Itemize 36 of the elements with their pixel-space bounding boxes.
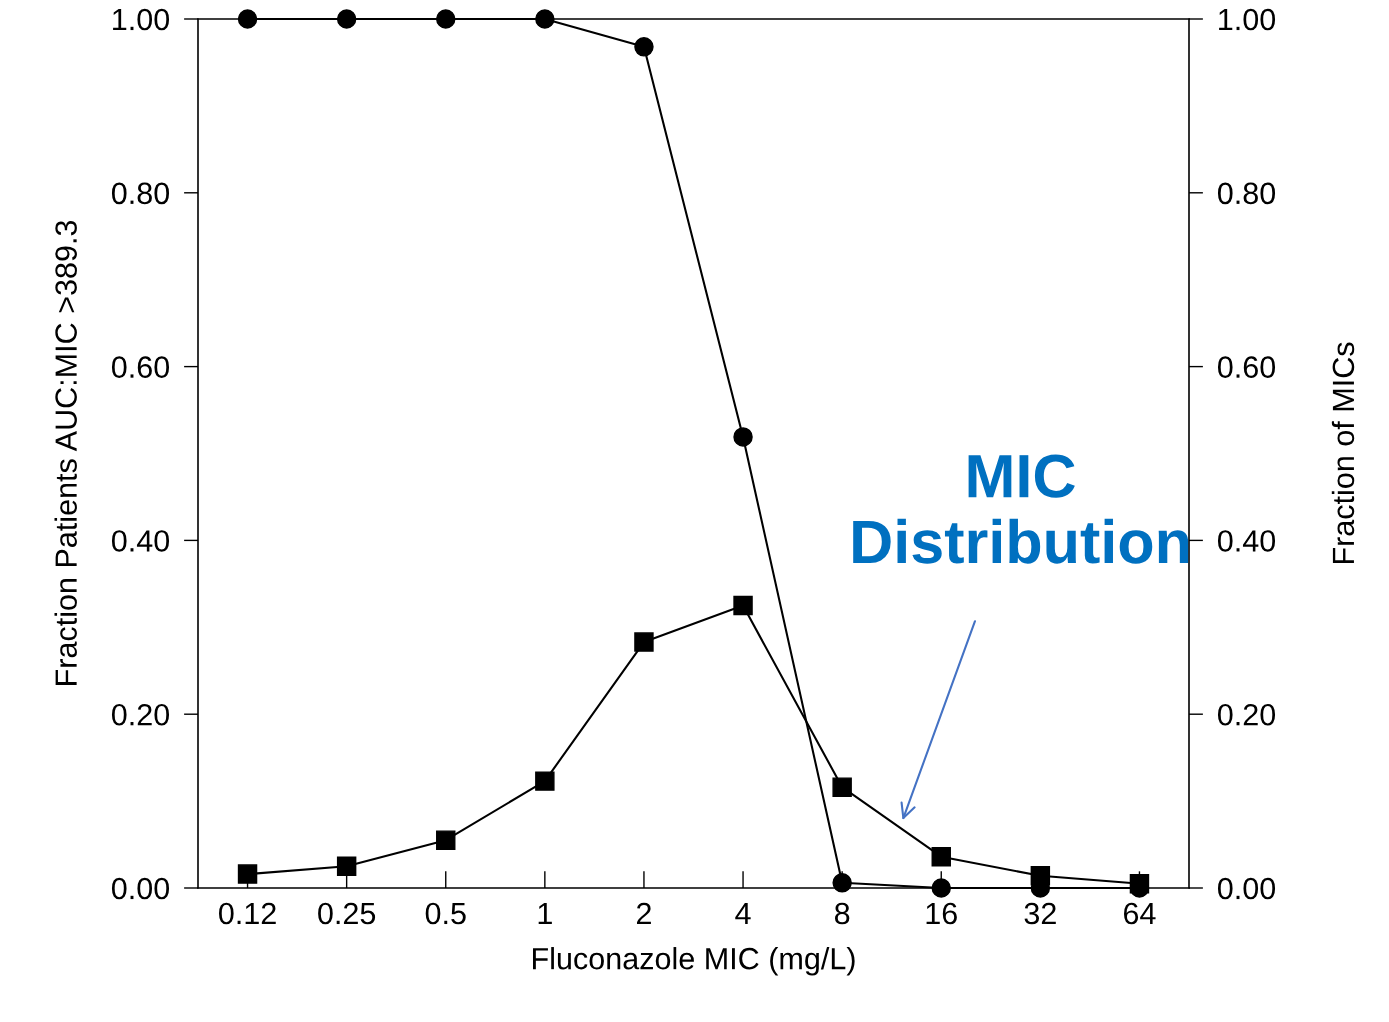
y-tick-label: 0.40 [111, 530, 170, 552]
y-tick-label: 0.00 [111, 877, 170, 900]
x-tick-label: 0.12 [219, 902, 276, 925]
point [634, 632, 654, 652]
y-tick-label: 0.20 [111, 703, 170, 726]
y2-tick-label: 0.00 [1217, 877, 1276, 900]
x-tick-label: 4 [735, 903, 751, 925]
point [237, 864, 258, 884]
y-tick-label: 0.60 [111, 356, 170, 378]
y-tick-label: 1.00 [113, 8, 170, 31]
y2-tick-label: 0.80 [1217, 182, 1276, 205]
point [931, 846, 951, 867]
point [733, 595, 753, 616]
point [336, 856, 357, 876]
x-axis-title: Fluconazole MIC (mg/L) [533, 947, 855, 976]
y2-tick-label: 0.60 [1217, 356, 1276, 378]
y2-axis-title: Fraction of MICs [1331, 342, 1355, 564]
x-tick-label: 0.5 [425, 902, 466, 925]
y-axis-title: Fraction Patients AUC:MIC >389.3 [54, 220, 77, 685]
x-tick-label: 0.25 [318, 902, 376, 925]
point [436, 830, 456, 850]
point [832, 777, 852, 797]
point [634, 37, 654, 57]
y2-tick-label: 0.40 [1217, 530, 1276, 552]
y2-tick-label: 1.00 [1219, 8, 1276, 31]
x-tick-label: 8 [834, 902, 850, 925]
x-tick-label: 1 [538, 903, 552, 925]
x-tick-label: 32 [1024, 902, 1056, 925]
x-tick-label: 64 [1124, 902, 1156, 925]
y2-tick-label: 0.20 [1217, 703, 1276, 726]
point [535, 771, 555, 791]
point [1030, 866, 1051, 886]
y-tick-label: 0.80 [111, 182, 170, 205]
x-tick-label: 16 [926, 902, 957, 925]
x-tick-label: 2 [636, 902, 651, 925]
point [733, 427, 753, 447]
